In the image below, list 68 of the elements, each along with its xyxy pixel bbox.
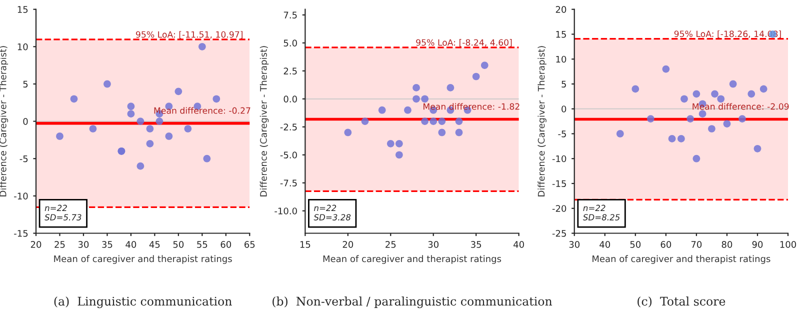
band-label: 95% LoA: [-8.24, 4.60] <box>416 39 512 47</box>
annotation: SD=5.73 <box>44 214 82 220</box>
x-axis-title: Mean of caregiver and therapist ratings <box>323 255 502 264</box>
x-tick-label: 25 <box>386 241 396 248</box>
y-tick-label: 20 <box>556 6 566 13</box>
x-tick-label: 90 <box>752 241 763 248</box>
y-tick-label: 0.0 <box>284 96 297 102</box>
ref-line-label: Mean difference: -1.82 <box>424 103 520 110</box>
y-tick-label: 5.0 <box>284 40 297 46</box>
x-tick-label: 55 <box>197 241 208 248</box>
annotation: n=22 <box>44 204 67 211</box>
x-tick-label: 30 <box>569 241 580 248</box>
x-tick-label: 50 <box>630 241 641 248</box>
y-tick-label: -10.0 <box>274 208 297 214</box>
y-tick-label: -2.5 <box>280 124 297 130</box>
x-tick-label: 15 <box>300 241 310 248</box>
x-tick-label: 30 <box>78 241 89 248</box>
y-tick-label: -7.5 <box>280 180 297 186</box>
y-tick-label: 0 <box>562 106 566 112</box>
y-tick-label: 10 <box>18 43 28 50</box>
x-tick-label: 60 <box>660 241 672 248</box>
x-tick-label: 60 <box>220 241 232 248</box>
y-tick-label: 15 <box>556 31 566 38</box>
ref-line-label: Mean difference: -0.27 <box>154 107 250 114</box>
y-tick-label: -5 <box>558 130 566 138</box>
y-axis-title: Difference (Caregiver - Therapist) <box>260 46 269 196</box>
annotation: n=22 <box>583 204 606 211</box>
y-tick-label: 2.5 <box>284 68 297 74</box>
x-tick-label: 40 <box>600 241 610 248</box>
x-tick-label: 20 <box>30 241 42 248</box>
ref-line-label: Mean difference: -2.09 <box>692 103 789 110</box>
x-tick-label: 65 <box>244 241 255 248</box>
text: (b) Non-verbal / paralinguistic communication <box>272 296 552 308</box>
y-tick-label: -5.0 <box>280 152 297 158</box>
y-tick-label: 10 <box>556 56 566 63</box>
text: (a) Linguistic communication <box>54 296 232 308</box>
y-tick-label: 5 <box>562 80 566 88</box>
y-axis-title: Difference (Caregiver - Therapist) <box>538 46 546 196</box>
x-tick-label: 35 <box>471 241 482 248</box>
x-tick-label: 35 <box>102 241 112 248</box>
x-axis-title: Mean of caregiver and therapist ratings <box>592 255 770 264</box>
x-tick-label: 40 <box>514 241 524 248</box>
x-tick-label: 25 <box>54 241 65 248</box>
annotation: n=22 <box>314 204 336 211</box>
x-tick-label: 100 <box>780 241 796 248</box>
y-tick-label: 7.5 <box>284 12 297 18</box>
y-tick-label: -10 <box>552 155 566 162</box>
y-tick-label: -5 <box>20 155 28 162</box>
x-axis-title: Mean of caregiver and therapist ratings <box>54 255 232 264</box>
x-tick-label: 80 <box>722 241 732 248</box>
annotation: SD=8.25 <box>582 214 620 220</box>
x-tick-label: 30 <box>428 241 439 248</box>
text: (c) Total score <box>638 296 726 308</box>
y-tick-label: -10 <box>14 192 28 200</box>
y-tick-label: -15 <box>14 230 28 237</box>
y-tick-label: -20 <box>552 205 566 212</box>
x-tick-label: 40 <box>126 241 136 248</box>
y-tick-label: -15 <box>552 180 566 188</box>
x-tick-label: 70 <box>691 241 702 248</box>
y-tick-label: 0 <box>23 118 28 125</box>
y-tick-label: 5 <box>23 80 28 88</box>
x-tick-label: 20 <box>342 241 354 248</box>
annotation: SD=3.28 <box>314 214 351 220</box>
y-tick-label: 15 <box>18 6 28 13</box>
x-tick-label: 50 <box>173 241 184 248</box>
x-tick-label: 45 <box>149 241 160 248</box>
y-tick-label: -25 <box>552 230 566 237</box>
band-label: 95% LoA: [-11.51, 10.97] <box>136 31 242 39</box>
